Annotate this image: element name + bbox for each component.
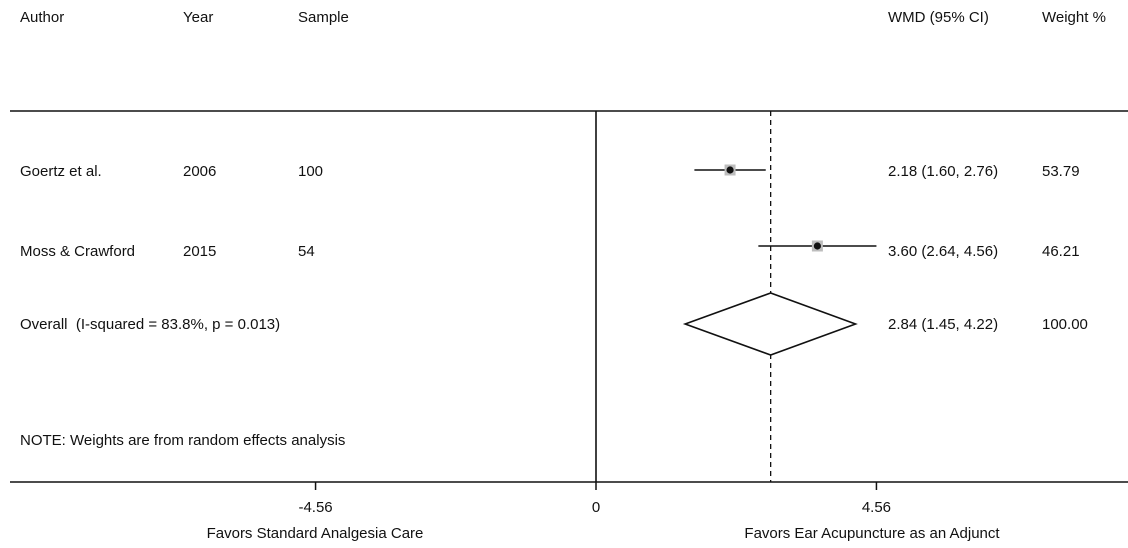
point-estimate: [726, 166, 734, 174]
x-tick-label: 0: [592, 499, 600, 516]
study-year: 2006: [183, 163, 216, 180]
footnote: NOTE: Weights are from random effects an…: [20, 432, 345, 449]
study-wmd-text: 3.60 (2.64, 4.56): [888, 243, 998, 260]
point-estimate: [813, 242, 822, 250]
x-tick-label: -4.56: [298, 499, 332, 516]
favors-left-label: Favors Standard Analgesia Care: [207, 525, 424, 542]
plot-marks: -4.56 0 4.56: [298, 111, 891, 516]
favors-right-label: Favors Ear Acupuncture as an Adjunct: [744, 525, 1000, 542]
overall-label: Overall (I-squared = 83.8%, p = 0.013): [20, 316, 280, 333]
header-author: Author: [20, 9, 64, 26]
overall-diamond: [682, 292, 858, 356]
header-sample: Sample: [298, 9, 349, 26]
header-wmd: WMD (95% CI): [888, 9, 989, 26]
header-year: Year: [183, 9, 213, 26]
study-weight: 53.79: [1042, 163, 1080, 180]
study-wmd-text: 2.18 (1.60, 2.76): [888, 163, 998, 180]
overall-wmd-text: 2.84 (1.45, 4.22): [888, 316, 998, 333]
study-author: Moss & Crawford: [20, 243, 135, 260]
study-sample: 54: [298, 243, 315, 260]
study-author: Goertz et al.: [20, 163, 102, 180]
study-sample: 100: [298, 163, 323, 180]
header-weight: Weight %: [1042, 9, 1106, 26]
x-tick-label: 4.56: [862, 499, 891, 516]
study-weight: 46.21: [1042, 243, 1080, 260]
study-year: 2015: [183, 243, 216, 260]
overall-weight: 100.00: [1042, 316, 1088, 333]
